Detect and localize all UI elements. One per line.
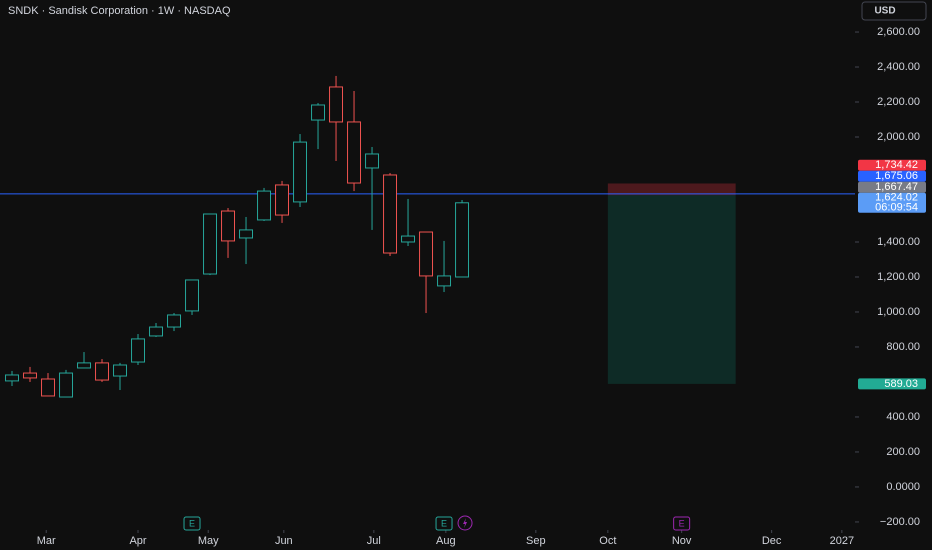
candle-body [149, 326, 163, 337]
candle-body [419, 231, 434, 277]
price-label-box [858, 170, 926, 182]
candle-body [239, 229, 254, 239]
event-icon-bolt [463, 518, 468, 528]
x-tick-label: Oct [599, 535, 616, 547]
x-tick-label: 2027 [830, 535, 854, 547]
candle-body [383, 174, 398, 254]
price-label: 1,734.42 [875, 159, 918, 171]
y-tick-label: 1,400.00 [877, 236, 920, 248]
candle-body [347, 121, 362, 184]
candle-body [221, 210, 236, 242]
price-label-box [858, 192, 926, 213]
y-tick-label: 1,200.00 [877, 271, 920, 283]
price-label-box [858, 181, 926, 193]
candle-body [275, 184, 290, 216]
event-marker [435, 516, 453, 531]
y-tick-label: 2,200.00 [877, 96, 920, 108]
candle-body [5, 374, 19, 382]
candle-body [329, 86, 344, 123]
candle-body [203, 213, 217, 275]
price-label-box [858, 378, 926, 390]
y-tick-label: 2,000.00 [877, 131, 920, 143]
event-marker [183, 516, 201, 531]
candle-body [77, 362, 91, 369]
event-label: E [189, 518, 195, 528]
event-marker [673, 516, 691, 531]
chart-title: SNDK · Sandisk Corporation · 1W · NASDAQ [8, 5, 231, 17]
y-tick-label: 2,400.00 [877, 61, 920, 73]
candle-body [113, 364, 127, 377]
target-zone [607, 195, 736, 384]
candle-body [95, 362, 109, 381]
price-label: 589.03 [884, 378, 918, 390]
x-tick-label: May [198, 535, 219, 547]
candle-body [41, 378, 55, 397]
x-tick-label: Sep [526, 535, 546, 547]
candle-body [257, 190, 272, 221]
x-tick-label: Apr [129, 535, 146, 547]
candle-body [131, 338, 145, 363]
candle-body [365, 153, 380, 169]
candle-body [185, 279, 199, 312]
x-tick-label: Nov [672, 535, 692, 547]
stop-zone [607, 183, 736, 196]
price-label-box [858, 159, 926, 171]
candle-body [23, 372, 37, 379]
candle-body [167, 314, 181, 328]
price-label: 1,667.47 [875, 181, 918, 193]
y-tick-label: 1,000.00 [877, 306, 920, 318]
y-tick-label: 0.0000 [886, 481, 920, 493]
x-tick-label: Jul [367, 535, 381, 547]
y-tick-label: −200.00 [880, 516, 920, 528]
candle-body [437, 275, 452, 287]
y-tick-label: 2,600.00 [877, 26, 920, 38]
candle-body [311, 104, 326, 121]
price-label: 1,624.02 [875, 192, 918, 204]
candle-body [401, 235, 416, 243]
candle-body [293, 141, 308, 203]
currency-button[interactable] [861, 1, 927, 21]
currency-label[interactable]: USD [874, 6, 895, 17]
x-tick-label: Aug [436, 535, 456, 547]
x-tick-label: Jun [275, 535, 293, 547]
event-label: E [441, 518, 447, 528]
x-tick-label: Mar [37, 535, 56, 547]
candle-body [455, 202, 470, 278]
y-tick-label: 400.00 [886, 411, 920, 423]
candle-body [59, 372, 73, 398]
x-tick-label: Dec [762, 535, 782, 547]
price-label: 1,675.06 [875, 170, 918, 182]
event-label: E [679, 518, 685, 528]
price-countdown: 06:09:54 [875, 202, 918, 214]
y-tick-label: 800.00 [886, 341, 920, 353]
y-tick-label: 200.00 [886, 446, 920, 458]
